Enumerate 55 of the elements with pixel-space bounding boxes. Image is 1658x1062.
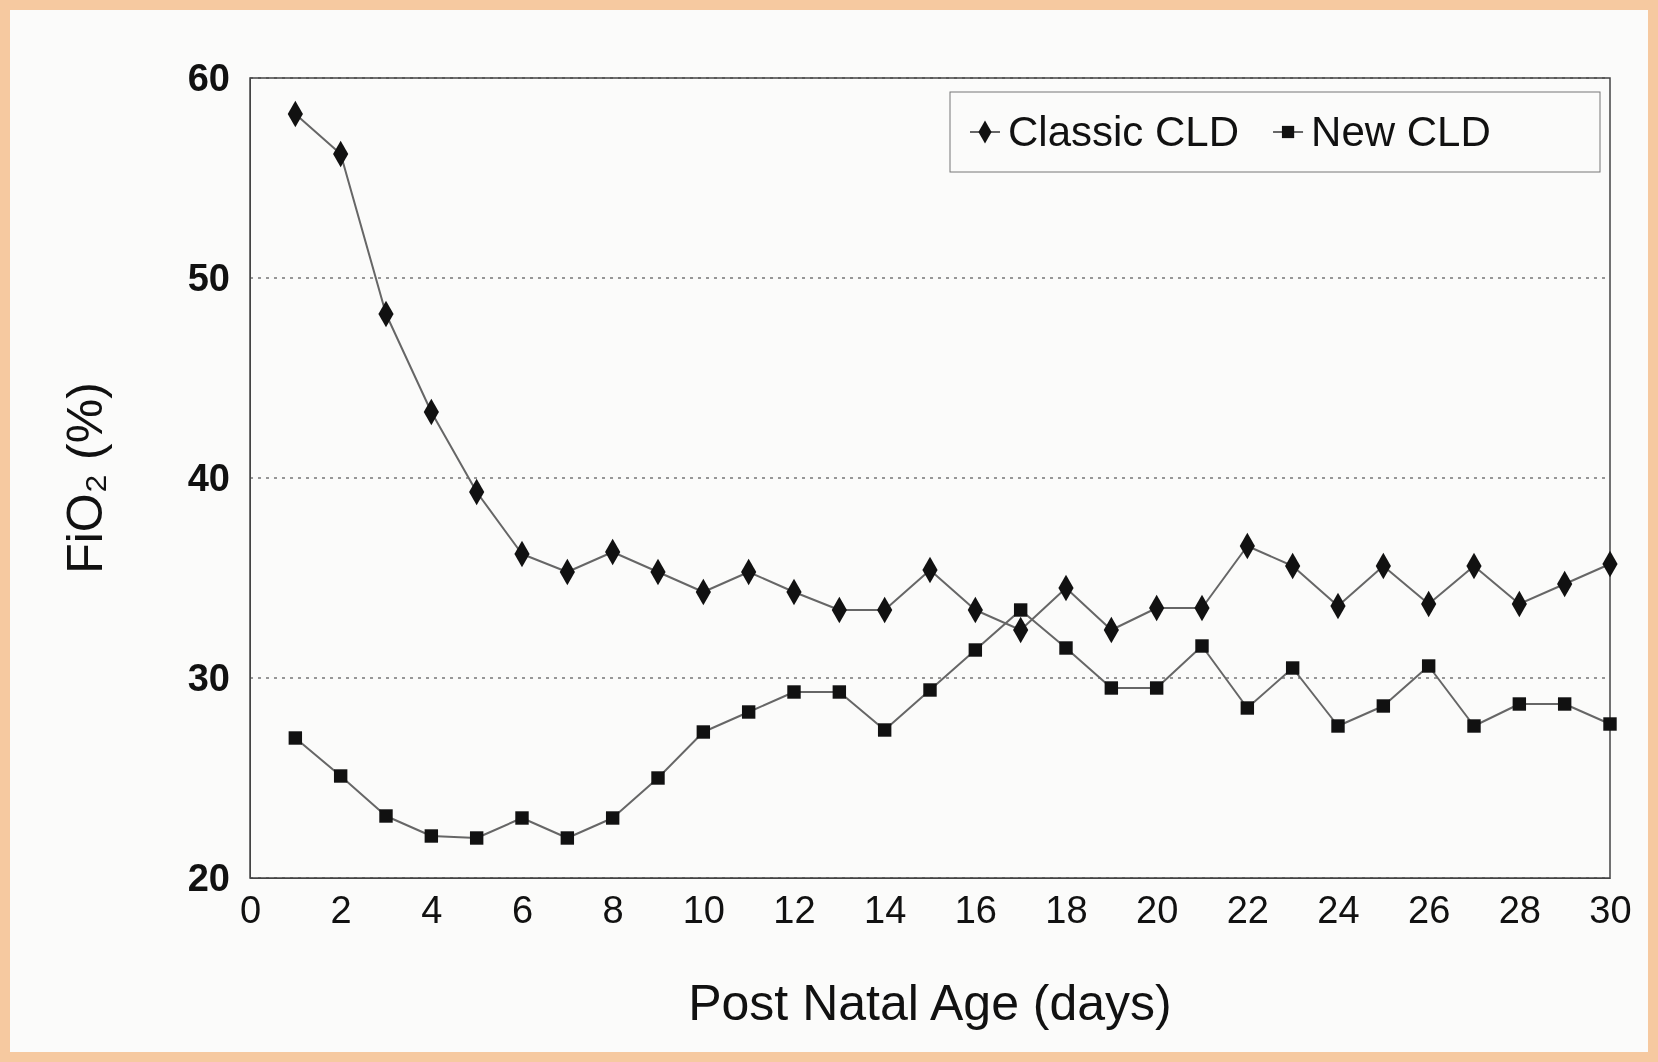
x-tick-label: 16 [954,888,997,931]
y-tick-label: 40 [187,456,230,499]
point [832,685,847,699]
x-tick-label: 4 [421,888,443,931]
point [1149,681,1164,695]
x-tick-label: 18 [1045,888,1088,931]
y-axis-title: FiO₂ (%) [57,382,113,574]
x-tick-label: 26 [1408,888,1451,931]
x-tick-label: 30 [1589,888,1632,931]
legend-label: New CLD [1311,108,1491,155]
x-tick-label: 8 [602,888,624,931]
y-tick-label: 20 [187,856,230,899]
point [333,769,348,783]
y-tick-label: 50 [187,256,230,299]
point [1467,719,1481,733]
point [515,811,529,825]
point [696,725,711,739]
x-tick-label: 22 [1226,888,1269,931]
point [469,831,484,845]
x-tick-label: 2 [330,888,352,931]
x-axis-title: Post Natal Age (days) [688,975,1172,1031]
point [288,731,303,745]
x-tick-label: 20 [1136,888,1179,931]
x-tick-label: 12 [773,888,816,931]
point [1421,659,1436,673]
legend-label: Classic CLD [1008,108,1240,155]
point [1557,697,1572,711]
point [1104,681,1119,695]
point [1331,719,1345,733]
point [787,685,801,699]
point [1512,697,1527,711]
y-tick-label: 30 [187,656,230,699]
point [1603,717,1617,731]
point [968,643,983,657]
point [741,705,756,719]
x-tick-label: 14 [864,888,907,931]
point [1013,603,1028,617]
point [1285,661,1300,675]
y-tick-label: 60 [187,56,230,99]
point [1059,641,1073,655]
point [1195,639,1209,653]
point [877,723,892,737]
point [1376,699,1391,713]
x-tick-label: 28 [1498,888,1541,931]
x-tick-label: 6 [511,888,534,931]
x-tick-label: 0 [239,888,262,931]
x-tick-label: 10 [682,888,725,931]
point [560,831,575,845]
point [1240,701,1255,715]
x-tick-label: 24 [1317,888,1360,931]
point [923,683,937,697]
point [651,771,665,785]
point [424,829,439,843]
point [379,809,393,823]
point [605,811,620,825]
